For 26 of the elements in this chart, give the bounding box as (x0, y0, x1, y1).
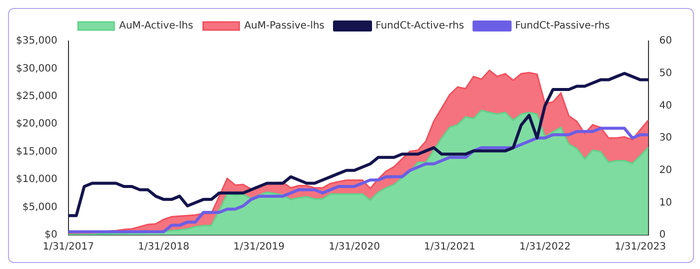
y2-tick-label: 10 (659, 197, 672, 208)
y-tick-label: $5,000 (22, 202, 58, 213)
y-tick-label: $15,000 (16, 146, 58, 158)
legend-label: FundCt-Active-rhs (376, 20, 464, 32)
y-tick-label: $20,000 (16, 118, 58, 130)
y2-tick-label: 30 (659, 132, 672, 144)
x-tick-label: 1/31/2018 (138, 242, 190, 253)
y2-tick-label: 20 (659, 164, 672, 176)
x-tick-label: 1/31/2022 (519, 242, 571, 253)
y2-tick-label: 40 (659, 100, 672, 112)
x-tick-label: 1/31/2019 (233, 242, 285, 253)
y-tick-label: $10,000 (16, 174, 58, 186)
x-tick-label: 1/31/2023 (614, 242, 666, 253)
legend-label: AuM-Passive-lhs (244, 20, 325, 32)
y-tick-label: $35,000 (16, 36, 58, 47)
y-tick-label: $0 (44, 230, 58, 241)
y-tick-label: $30,000 (16, 63, 58, 74)
x-tick-label: 1/31/2021 (424, 242, 476, 253)
x-tick-label: 1/31/2020 (328, 242, 380, 253)
y-tick-label: $25,000 (16, 91, 58, 102)
x-tick-label: 1/31/2017 (42, 242, 94, 253)
y2-tick-label: 50 (659, 68, 672, 79)
legend-label: FundCt-Passive-rhs (515, 20, 610, 32)
y2-tick-label: 0 (659, 230, 666, 241)
legend-label: AuM-Active-lhs (119, 20, 194, 32)
y2-tick-label: 60 (659, 36, 672, 47)
